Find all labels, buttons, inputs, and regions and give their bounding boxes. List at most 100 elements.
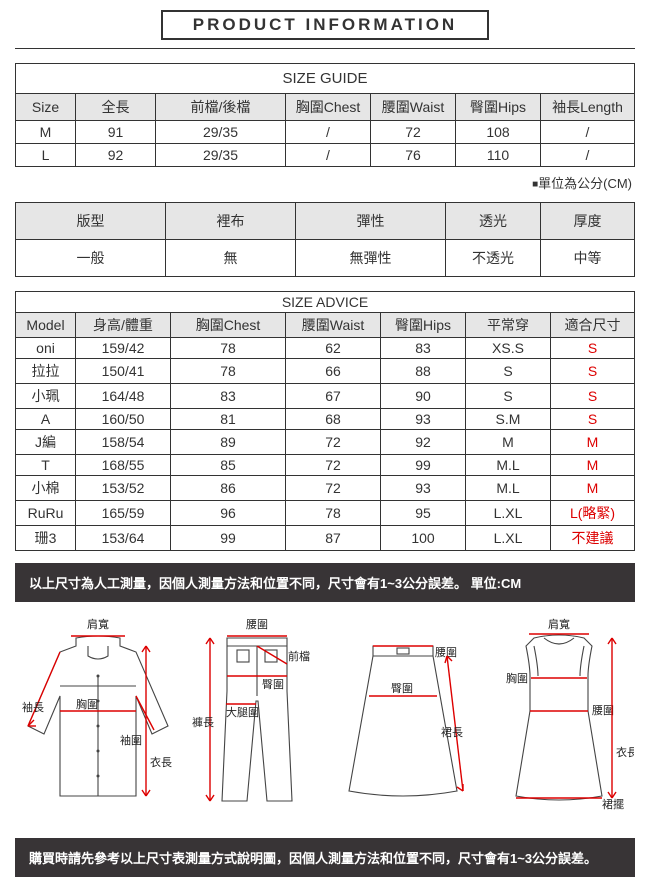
- cell: 89: [171, 430, 286, 455]
- cell: S.M: [466, 409, 551, 430]
- cell: 88: [381, 359, 466, 384]
- cell: 拉拉: [16, 359, 76, 384]
- col-stretch: 彈性: [296, 203, 446, 240]
- cell: RuRu: [16, 501, 76, 526]
- cell: 93: [381, 409, 466, 430]
- advice-cell: S: [551, 384, 635, 409]
- col-sheer: 透光: [446, 203, 541, 240]
- notice-bar-bottom: 購買時請先參考以上尺寸表測量方式說明圖，因個人測量方法和位置不同，尺寸會有1~3…: [15, 838, 635, 877]
- cell: 小珮: [16, 384, 76, 409]
- cell: /: [286, 144, 371, 167]
- cell: 62: [286, 338, 381, 359]
- diagram-skirt: 腰圍 臀圍 裙長: [333, 616, 473, 816]
- unit-note-text: 單位為公分(CM): [538, 176, 632, 191]
- title-box: PRODUCT INFORMATION: [161, 10, 489, 40]
- cell: 99: [171, 526, 286, 551]
- col-hw: 身高/體重: [76, 313, 171, 338]
- cell: 153/64: [76, 526, 171, 551]
- cell: 29/35: [156, 121, 286, 144]
- title-section: PRODUCT INFORMATION: [0, 0, 650, 44]
- cell: 一般: [16, 240, 166, 277]
- cell: S: [466, 359, 551, 384]
- size-guide-row: L 92 29/35 / 76 110 /: [16, 144, 635, 167]
- col-hips: 臀圍Hips: [381, 313, 466, 338]
- label-thigh: 大腿圍: [226, 705, 259, 719]
- cell: 153/52: [76, 476, 171, 501]
- cell: J編: [16, 430, 76, 455]
- size-advice-row: 珊3153/649987100L.XL不建議: [16, 526, 635, 551]
- cell: 81: [171, 409, 286, 430]
- size-advice-row: T168/55857299M.LM: [16, 455, 635, 476]
- advice-cell: S: [551, 338, 635, 359]
- cell: 78: [171, 338, 286, 359]
- cell: 66: [286, 359, 381, 384]
- cell: M.L: [466, 476, 551, 501]
- cell: M.L: [466, 455, 551, 476]
- cell: 83: [171, 384, 286, 409]
- cell: 72: [286, 430, 381, 455]
- label-chest: 胸圍: [76, 697, 98, 711]
- attribute-table: 版型 裡布 彈性 透光 厚度 一般 無 無彈性 不透光 中等: [15, 202, 635, 277]
- attribute-value-row: 一般 無 無彈性 不透光 中等: [16, 240, 635, 277]
- col-chest: 胸圍Chest: [286, 94, 371, 121]
- size-guide-table: SIZE GUIDE Size 全長 前檔/後檔 胸圍Chest 腰圍Waist…: [15, 63, 635, 167]
- cell: 78: [286, 501, 381, 526]
- cell: L.XL: [466, 526, 551, 551]
- size-advice-table: SIZE ADVICE Model 身高/體重 胸圍Chest 腰圍Waist …: [15, 291, 635, 551]
- col-length: 全長: [76, 94, 156, 121]
- col-model: Model: [16, 313, 76, 338]
- cell: 87: [286, 526, 381, 551]
- title-underline: [15, 48, 635, 49]
- size-advice-body: oni159/42786283XS.SS拉拉150/41786688SS小珮16…: [16, 338, 635, 551]
- size-advice-row: RuRu165/59967895L.XLL(略緊): [16, 501, 635, 526]
- cell: 72: [286, 476, 381, 501]
- label-body-length: 衣長: [150, 755, 172, 769]
- advice-cell: 不建議: [551, 526, 635, 551]
- label-hips: 臀圍: [391, 682, 413, 695]
- cell: 90: [381, 384, 466, 409]
- col-size: Size: [16, 94, 76, 121]
- cell: 67: [286, 384, 381, 409]
- col-thick: 厚度: [541, 203, 635, 240]
- cell: 86: [171, 476, 286, 501]
- col-lining: 裡布: [166, 203, 296, 240]
- label-shoulder: 肩寬: [548, 617, 570, 631]
- diagram-pants: 腰圍 前檔 臀圍 大腿圍 褲長: [192, 616, 322, 816]
- advice-cell: S: [551, 409, 635, 430]
- cell: 108: [456, 121, 541, 144]
- advice-cell: M: [551, 476, 635, 501]
- cell: 無: [166, 240, 296, 277]
- advice-cell: L(略緊): [551, 501, 635, 526]
- col-rise: 前檔/後檔: [156, 94, 286, 121]
- cell: 78: [171, 359, 286, 384]
- cell: 91: [76, 121, 156, 144]
- diagram-shirt: 肩寬 胸圍 袖長 袖圍 衣長: [16, 616, 181, 816]
- cell: XS.S: [466, 338, 551, 359]
- cell: 158/54: [76, 430, 171, 455]
- size-guide-heading: SIZE GUIDE: [16, 64, 635, 94]
- cell: 92: [381, 430, 466, 455]
- label-waist: 腰圍: [246, 618, 268, 631]
- advice-cell: S: [551, 359, 635, 384]
- label-chest: 胸圍: [506, 671, 528, 685]
- cell: M: [16, 121, 76, 144]
- cell: 164/48: [76, 384, 171, 409]
- cell: 95: [381, 501, 466, 526]
- cell: 110: [456, 144, 541, 167]
- advice-cell: M: [551, 455, 635, 476]
- notice-bar-top: 以上尺寸為人工測量，因個人測量方法和位置不同，尺寸會有1~3公分誤差。 單位:C…: [15, 563, 635, 602]
- size-guide-row: M 91 29/35 / 72 108 /: [16, 121, 635, 144]
- col-fit: 版型: [16, 203, 166, 240]
- col-waist: 腰圍Waist: [286, 313, 381, 338]
- cell: /: [541, 144, 635, 167]
- cell: 92: [76, 144, 156, 167]
- label-pants-length: 褲長: [192, 715, 214, 729]
- size-guide-header-row: Size 全長 前檔/後檔 胸圍Chest 腰圍Waist 臀圍Hips 袖長L…: [16, 94, 635, 121]
- cell: 150/41: [76, 359, 171, 384]
- size-advice-row: 拉拉150/41786688SS: [16, 359, 635, 384]
- diagram-dress: 肩寬 胸圍 腰圍 衣長 裙擺: [484, 616, 634, 816]
- attribute-header-row: 版型 裡布 彈性 透光 厚度: [16, 203, 635, 240]
- advice-cell: M: [551, 430, 635, 455]
- col-usual: 平常穿: [466, 313, 551, 338]
- label-shoulder: 肩寬: [87, 617, 109, 631]
